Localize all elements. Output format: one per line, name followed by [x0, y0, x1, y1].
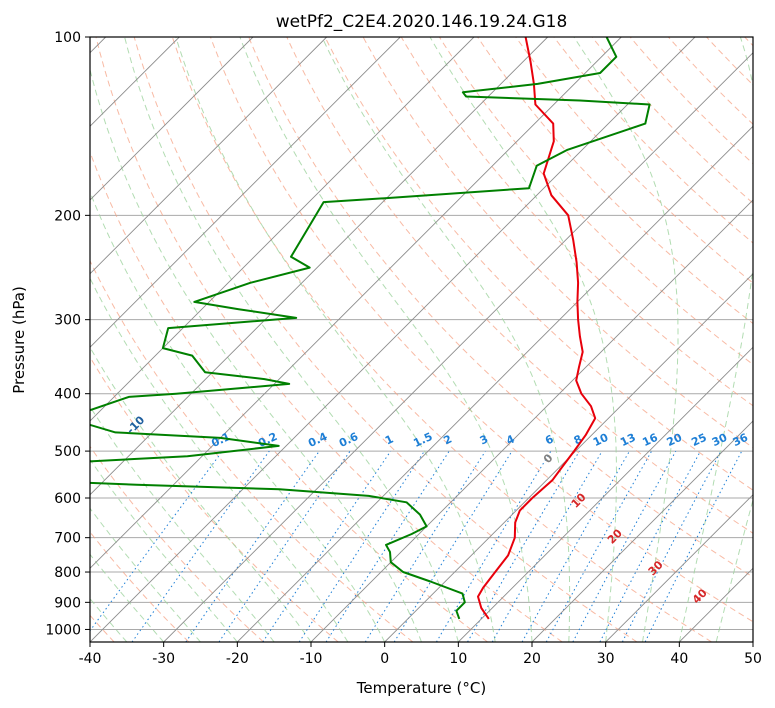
mixing-ratio-line-10: [467, 450, 580, 642]
moist-adiabats: [90, 37, 753, 642]
chart-title: wetPf2_C2E4.2020.146.19.24.G18: [276, 12, 568, 32]
x-tick-label-1: -30: [152, 651, 175, 667]
mixing-ratio-line-14: [572, 450, 677, 642]
isotherm-gridlines: [90, 37, 753, 642]
dry-adiabat-line-10: [210, 37, 753, 623]
isotherm-line-17: [457, 346, 753, 642]
dry-adiabat-line-20: [591, 37, 753, 204]
dry-adiabat-line-9: [171, 37, 712, 642]
x-tick-label-2: -20: [226, 651, 249, 667]
dry-adiabat-line-21: [629, 37, 753, 165]
dry-adiabat-line-5: [90, 259, 414, 642]
y-tick-label-3: 400: [54, 387, 81, 403]
moist-adiabat-line-5: [90, 405, 275, 642]
y-tick-label-2: 300: [54, 313, 81, 329]
mixing-ratio-line-4: [262, 450, 392, 642]
y-tick-label-7: 800: [54, 565, 81, 581]
isotherm-line-18: [531, 420, 753, 642]
y-tick-label-5: 600: [54, 491, 81, 507]
dry-adiabat-line-13: [324, 37, 753, 491]
mixing-ratio-label-12: 13: [618, 431, 637, 449]
dry-adiabat-line-7: [95, 37, 563, 642]
mixing-ratio-line-6: [325, 450, 450, 642]
plot-frame: [89, 36, 754, 643]
x-tick-label-8: 40: [670, 651, 688, 667]
moist-adiabat-line-10: [124, 37, 459, 642]
y-tick-label-6: 700: [54, 531, 81, 547]
mixing-ratio-line-9: [435, 450, 552, 642]
moist-adiabat-line-9: [90, 67, 422, 642]
isotherm-line-6: [90, 37, 254, 201]
isotherm-line-9: [90, 37, 475, 422]
x-tick-label-5: 10: [449, 651, 467, 667]
mixing-ratio-label-15: 25: [689, 431, 708, 449]
moist-adiabat-line-8: [90, 190, 386, 642]
y-tick-label-9: 1000: [45, 622, 81, 638]
moist-adiabat-line-4: [90, 458, 238, 642]
isotherm-line-15: [310, 199, 753, 642]
x-axis-label: Temperature (°C): [356, 679, 486, 697]
mixing-ratio-line-7: [364, 450, 486, 642]
isotherm-line-12: [90, 37, 696, 642]
isotherm-line-7: [90, 37, 328, 275]
dry-adiabat-line-3: [90, 445, 264, 642]
isotherm-line-8: [90, 37, 401, 348]
dry-adiabat-line-8: [133, 37, 638, 642]
isotherm-line-11: [90, 37, 622, 569]
dewpoint-profile-line: [90, 37, 651, 620]
isotherm-line-16: [384, 273, 753, 642]
sounding-profiles: [90, 37, 651, 620]
dry-adiabat-line-18: [515, 37, 753, 284]
moist-adiabat-line-14: [429, 37, 617, 642]
mixing-ratio-label-16: 30: [710, 431, 730, 449]
isotherm-line-14: [236, 125, 753, 642]
x-tick-label-9: 50: [744, 651, 762, 667]
y-axis-ticks: 100 200 300 400 500 600 700 800 900 1000: [45, 30, 90, 638]
y-tick-label-0: 100: [54, 30, 81, 46]
isotherm-line-10: [90, 37, 549, 496]
temperature-profile-line: [477, 37, 597, 620]
mixing-ratio-line-5: [298, 450, 425, 642]
x-tick-label-0: -40: [79, 651, 102, 667]
plot-area: 0.10.20.40.611.52346810131620253036-100-…: [90, 37, 753, 642]
x-tick-label-4: 0: [380, 651, 389, 667]
y-axis-label: Pressure (hPa): [10, 286, 28, 394]
x-tick-label-6: 20: [523, 651, 541, 667]
mixing-ratio-line-15: [599, 450, 701, 642]
x-tick-label-3: -10: [300, 651, 323, 667]
moist-adiabat-line-15: [573, 37, 679, 642]
mixing-ratio-line-3: [218, 450, 351, 642]
mixing-ratio-line-2: [185, 450, 320, 642]
isotherm-line-19: [605, 494, 753, 642]
dry-adiabat-line-15: [400, 37, 753, 407]
y-tick-label-4: 500: [54, 444, 81, 460]
moist-adiabat-line-16: [678, 37, 753, 642]
x-tick-label-7: 30: [597, 651, 615, 667]
mixing-ratio-label-11: 10: [591, 431, 611, 449]
moist-adiabat-line-6: [90, 346, 312, 642]
moist-adiabat-line-12: [239, 37, 533, 642]
moist-adiabat-line-13: [321, 37, 571, 642]
y-tick-label-8: 900: [54, 595, 81, 611]
y-tick-label-1: 200: [54, 208, 81, 224]
moist-adiabat-line-11: [175, 37, 496, 642]
mixing-ratio-label-14: 20: [665, 431, 685, 449]
mixing-ratio-label-13: 16: [640, 431, 660, 449]
mixing-ratio-label-17: 36: [731, 431, 751, 449]
isotherm-line-13: [163, 52, 753, 642]
x-axis-ticks: -40 -30 -20 -10 0 10 20 30 40 50: [79, 642, 762, 667]
dry-adiabat-line-11: [248, 37, 753, 578]
moist-adiabat-line-7: [90, 277, 349, 642]
moist-adiabat-line-17: [715, 498, 753, 642]
